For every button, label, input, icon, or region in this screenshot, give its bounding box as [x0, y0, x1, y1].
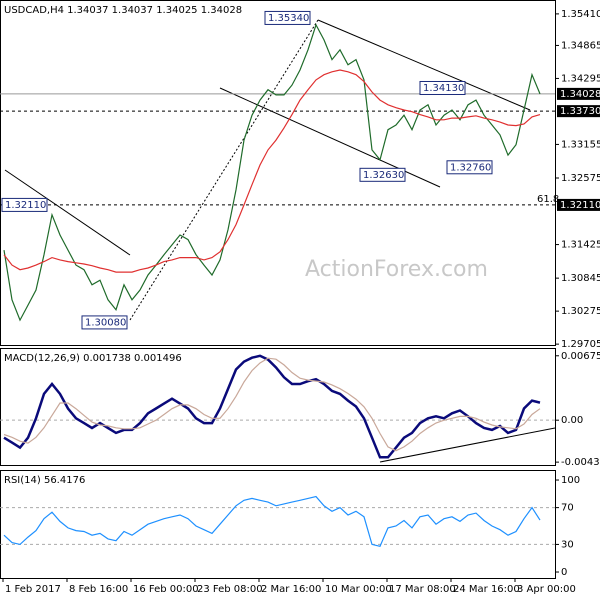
trendline	[219, 87, 441, 188]
panel-title: MACD(12,26,9) 0.001738 0.001496	[4, 353, 182, 364]
series-line	[3, 354, 541, 459]
y-tick-label: 1.32575	[561, 173, 600, 184]
price-level-box	[557, 198, 600, 211]
fib-label: 61.8	[537, 194, 559, 205]
annotation-box	[81, 315, 128, 330]
series-line	[3, 357, 541, 452]
price-level-label: 1.32110	[560, 200, 600, 211]
y-tick-label: 0.00	[561, 415, 583, 426]
annotation-label: 1.32110	[5, 200, 46, 211]
trendline	[379, 427, 556, 463]
trendline	[129, 19, 319, 321]
panel-frame	[0, 0, 556, 346]
x-tick-label: 2 Mar 16:00	[261, 584, 321, 595]
y-tick-label: 1.34865	[561, 40, 600, 51]
annotation-label: 1.30080	[85, 317, 126, 328]
x-tick-label: 10 Mar 00:00	[325, 584, 392, 595]
price-level-box	[557, 105, 600, 118]
annotation-label: 1.32760	[450, 162, 491, 173]
panel-frame	[0, 470, 556, 579]
annotation-box	[1, 197, 48, 212]
annotation-label: 1.32630	[363, 170, 404, 181]
series-line	[3, 495, 541, 547]
series-line	[3, 69, 541, 273]
y-tick-label: -0.004399	[561, 457, 600, 468]
x-tick-label: 1 Feb 2017	[5, 584, 61, 595]
x-tick-label: 16 Feb 00:00	[133, 584, 199, 595]
annotation-box	[446, 160, 493, 175]
annotation-box	[419, 80, 466, 95]
y-tick-label: 1.35410	[561, 9, 600, 20]
y-tick-label: 1.33155	[561, 139, 600, 150]
panel-title: USDCAD,H4 1.34037 1.34037 1.34025 1.3402…	[4, 5, 242, 16]
x-tick-label: 24 Mar 16:00	[453, 584, 520, 595]
annotation-box	[359, 167, 406, 182]
price-level-box	[557, 87, 600, 100]
y-tick-label: 70	[561, 503, 574, 514]
x-tick-label: 23 Feb 08:00	[197, 584, 263, 595]
y-tick-label: 1.31425	[561, 240, 600, 251]
price-level-label: 1.33730	[560, 106, 600, 117]
y-tick-label: 0.006754	[561, 351, 600, 362]
y-tick-label: 0	[561, 567, 567, 578]
annotation-label: 1.34130	[423, 83, 464, 94]
y-tick-label: 1.30275	[561, 306, 600, 317]
annotation-box	[264, 10, 311, 25]
price-level-label: 1.34028	[560, 89, 600, 100]
x-tick-label: 8 Feb 16:00	[69, 584, 128, 595]
annotation-label: 1.35340	[268, 13, 309, 24]
trendline	[4, 169, 131, 256]
y-tick-label: 1.29705	[561, 339, 600, 350]
x-tick-label: 3 Apr 00:00	[517, 584, 576, 595]
x-tick-label: 17 Mar 08:00	[389, 584, 456, 595]
watermark: ActionForex.com	[305, 257, 488, 282]
panel-title: RSI(14) 56.4176	[4, 475, 85, 486]
trendline	[317, 19, 531, 111]
y-tick-label: 1.30845	[561, 273, 600, 284]
y-tick-label: 30	[561, 539, 574, 550]
panel-frame	[0, 348, 556, 466]
y-tick-label: 100	[561, 475, 580, 486]
y-tick-label: 1.34295	[561, 73, 600, 84]
series-line	[3, 23, 541, 322]
